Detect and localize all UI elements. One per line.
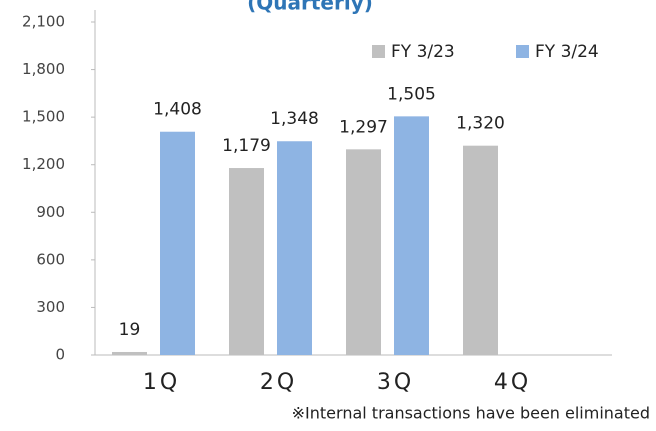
legend-label: FY 3/24 <box>535 42 599 62</box>
value-label: 1,505 <box>387 84 436 104</box>
y-tick-label: 2,100 <box>22 13 65 31</box>
value-label: 1,179 <box>222 136 271 156</box>
x-tick-label: 4Q <box>494 370 531 395</box>
y-tick-label: 1,200 <box>22 155 65 173</box>
x-tick-label: 3Q <box>377 370 414 395</box>
value-label: 1,297 <box>339 117 388 137</box>
y-tick-label: 1,500 <box>22 108 65 126</box>
bar <box>112 351 147 355</box>
bar <box>160 131 195 355</box>
legend-label: FY 3/23 <box>391 42 455 62</box>
value-label: 1,348 <box>270 109 319 129</box>
bar <box>394 116 429 355</box>
legend-swatch <box>516 45 529 58</box>
chart-title: (Quarterly) <box>247 0 373 15</box>
bar <box>463 145 498 355</box>
y-tick-label: 0 <box>55 346 65 364</box>
y-tick-label: 900 <box>36 203 65 221</box>
legend-swatch <box>372 45 385 58</box>
bar <box>277 141 312 355</box>
x-tick-label: 2Q <box>260 370 297 395</box>
value-label: 19 <box>119 320 141 340</box>
bar <box>346 149 381 355</box>
footnote: ※Internal transactions have been elimina… <box>292 404 650 423</box>
bar <box>229 168 264 355</box>
y-tick-label: 300 <box>36 298 65 316</box>
y-tick-label: 600 <box>36 250 65 268</box>
value-label: 1,408 <box>153 100 202 120</box>
x-tick-label: 1Q <box>143 370 180 395</box>
y-tick-label: 1,800 <box>22 60 65 78</box>
value-label: 1,320 <box>456 114 505 134</box>
